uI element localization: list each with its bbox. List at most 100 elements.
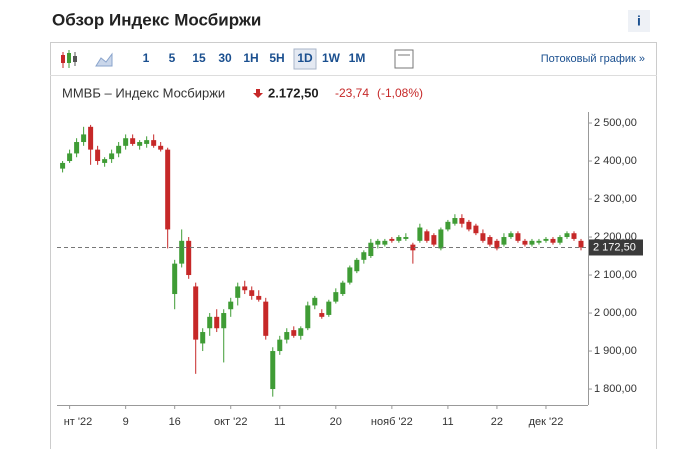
candle-body bbox=[557, 237, 563, 243]
candle-body bbox=[578, 240, 584, 248]
candle-body bbox=[424, 231, 430, 241]
candle-body bbox=[193, 286, 199, 340]
x-tick-label: 9 bbox=[123, 416, 129, 428]
candle-body bbox=[431, 235, 437, 245]
candle-body bbox=[312, 297, 318, 306]
candle-body bbox=[305, 305, 311, 329]
candle-body bbox=[200, 332, 206, 344]
candle-body bbox=[452, 218, 458, 224]
candle-body bbox=[186, 240, 192, 276]
y-tick-label: 2 100,00 bbox=[594, 269, 637, 281]
y-tick-label: 2 400,00 bbox=[594, 155, 637, 167]
candle-body bbox=[277, 339, 283, 352]
y-tick-label: 2 300,00 bbox=[594, 193, 637, 205]
candle-icon[interactable] bbox=[61, 50, 77, 68]
quote-change-pct: (-1,08%) bbox=[377, 86, 423, 100]
candle-body bbox=[389, 238, 395, 241]
candle-body bbox=[102, 159, 108, 163]
candle-body bbox=[256, 295, 262, 300]
candle-body bbox=[522, 240, 528, 245]
candle-body bbox=[382, 240, 388, 245]
candle-body bbox=[333, 292, 339, 302]
candle-body bbox=[354, 259, 360, 272]
candle-body bbox=[417, 227, 423, 241]
candle-body bbox=[214, 316, 220, 329]
candle-body bbox=[144, 140, 150, 144]
candle-body bbox=[172, 263, 178, 295]
x-tick-label: 16 bbox=[169, 416, 181, 428]
candle-body bbox=[536, 240, 542, 243]
candle-body bbox=[396, 237, 402, 241]
interval-button[interactable]: 1M bbox=[349, 51, 366, 65]
info-icon[interactable]: i bbox=[637, 13, 641, 29]
candle-body bbox=[466, 221, 472, 230]
interval-button[interactable]: 1W bbox=[322, 51, 341, 65]
area-icon[interactable] bbox=[95, 52, 113, 67]
plot: 1 800,001 900,002 000,002 100,002 200,00… bbox=[57, 117, 643, 428]
y-tick-label: 1 900,00 bbox=[594, 345, 637, 357]
candle-body bbox=[508, 233, 514, 238]
candle-body bbox=[109, 153, 115, 160]
y-tick-label: 1 800,00 bbox=[594, 383, 637, 395]
x-tick-label: нт '22 bbox=[64, 416, 93, 428]
info-button[interactable] bbox=[628, 10, 650, 32]
candle-body bbox=[116, 145, 122, 154]
interval-button[interactable]: 5 bbox=[169, 51, 176, 65]
candle-body bbox=[95, 149, 101, 162]
settings-icon[interactable] bbox=[394, 49, 414, 69]
candle-body bbox=[130, 138, 136, 144]
candle-body bbox=[494, 240, 500, 249]
candle-body bbox=[368, 242, 374, 257]
candle-body bbox=[571, 233, 577, 239]
x-tick-label: нояб '22 bbox=[371, 416, 413, 428]
candle-body bbox=[410, 244, 416, 251]
candle-body bbox=[123, 138, 129, 146]
x-tick-label: 22 bbox=[491, 416, 503, 428]
candle-body bbox=[221, 313, 227, 329]
candle-body bbox=[249, 290, 255, 296]
candle-body bbox=[445, 221, 451, 230]
candle-body bbox=[151, 140, 157, 146]
candle-body bbox=[60, 162, 66, 169]
candle-body bbox=[543, 238, 549, 241]
candle-body bbox=[340, 282, 346, 295]
x-tick-label: дек '22 bbox=[529, 416, 564, 428]
candle-body bbox=[74, 142, 80, 154]
y-tick-label: 2 500,00 bbox=[594, 117, 637, 129]
candle-body bbox=[319, 313, 325, 317]
candle-body bbox=[228, 301, 234, 310]
candle-body bbox=[326, 301, 332, 315]
panel bbox=[50, 42, 657, 449]
interval-button[interactable]: 1H bbox=[243, 51, 258, 65]
x-tick-label: 20 bbox=[330, 416, 342, 428]
candle-body bbox=[375, 240, 381, 245]
candle-body bbox=[207, 316, 213, 329]
candle-body bbox=[473, 225, 479, 234]
quote-price: 2.172,50 bbox=[268, 85, 319, 100]
candle-body bbox=[438, 229, 444, 249]
down-arrow bbox=[253, 89, 263, 98]
candle-body bbox=[291, 330, 297, 336]
candle-body bbox=[137, 142, 143, 146]
y-tick-label: 2 000,00 bbox=[594, 307, 637, 319]
interval-button[interactable]: 1 bbox=[143, 51, 150, 65]
stream-link[interactable]: Потоковый график » bbox=[541, 53, 645, 65]
candle-body bbox=[403, 237, 409, 239]
candle-body bbox=[88, 126, 94, 150]
interval-button[interactable]: 30 bbox=[218, 51, 232, 65]
x-tick-label: 11 bbox=[442, 416, 453, 428]
interval-button[interactable]: 15 bbox=[192, 51, 206, 65]
candle-body bbox=[158, 145, 164, 150]
candle-body bbox=[529, 240, 535, 245]
interval-button[interactable]: 5H bbox=[269, 51, 284, 65]
candle-body bbox=[459, 218, 465, 224]
widget-title: Обзор Индекс Мосбиржи bbox=[52, 10, 261, 29]
candle-body bbox=[347, 267, 353, 283]
selected-interval bbox=[293, 48, 317, 70]
candle-body bbox=[515, 233, 521, 241]
interval-button[interactable]: 1D bbox=[297, 51, 313, 65]
candle-body bbox=[298, 328, 304, 336]
last-price-box bbox=[589, 239, 643, 256]
